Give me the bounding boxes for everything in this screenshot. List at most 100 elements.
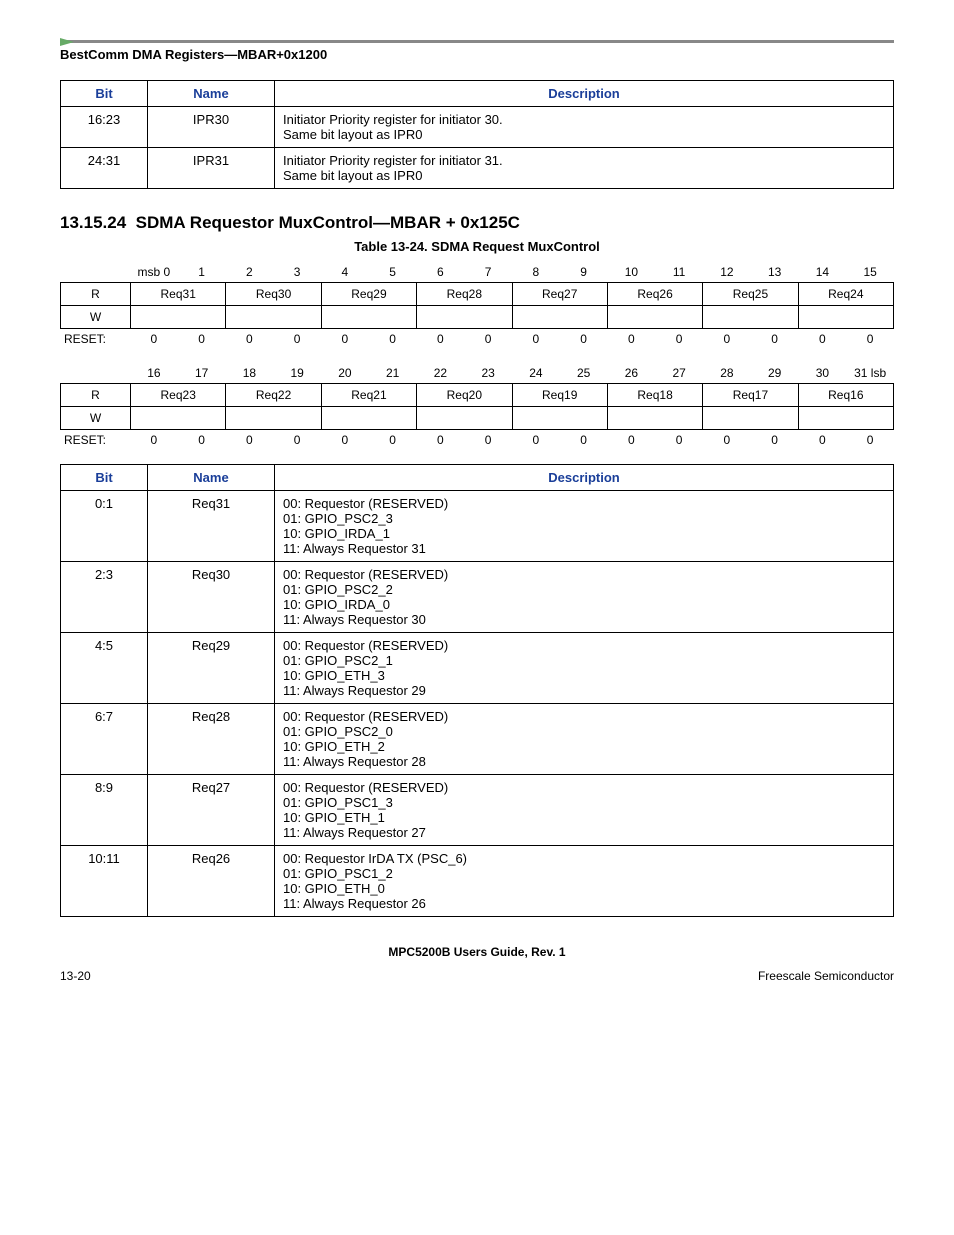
bit-number: 22: [417, 363, 465, 383]
cell-name: Req26: [148, 846, 275, 917]
field-cell: Req21: [322, 384, 417, 407]
desc-line: 00: Requestor (RESERVED): [283, 567, 885, 582]
field-cell-empty: [417, 407, 512, 430]
reset-label: RESET:: [60, 329, 130, 349]
cell-desc: 00: Requestor (RESERVED)01: GPIO_PSC2_01…: [275, 704, 894, 775]
header-accent: [60, 40, 894, 43]
table-row: 6:7Req2800: Requestor (RESERVED)01: GPIO…: [61, 704, 894, 775]
bit-number: 9: [560, 262, 608, 282]
field-cell: Req28: [417, 283, 512, 306]
cell-bit: 8:9: [61, 775, 148, 846]
field-cell: Req31: [131, 283, 226, 306]
reset-value: 0: [799, 430, 847, 450]
bit-number: 16: [130, 363, 178, 383]
reset-value: 0: [226, 430, 274, 450]
desc-line: 11: Always Requestor 28: [283, 754, 885, 769]
bit-number: 27: [655, 363, 703, 383]
bit-number: 19: [273, 363, 321, 383]
th-name: Name: [148, 465, 275, 491]
desc-line: 10: GPIO_ETH_2: [283, 739, 885, 754]
reset-value: 0: [512, 430, 560, 450]
field-cell-empty: [226, 306, 321, 329]
field-cell-empty: [703, 306, 798, 329]
reset-value: 0: [512, 329, 560, 349]
reset-value: 0: [751, 430, 799, 450]
bit-number: 12: [703, 262, 751, 282]
th-name: Name: [148, 81, 275, 107]
field-cell: Req27: [513, 283, 608, 306]
cell-desc: Initiator Priority register for initiato…: [275, 107, 894, 148]
reset-value: 0: [608, 430, 656, 450]
bit-number: 5: [369, 262, 417, 282]
cell-name: Req27: [148, 775, 275, 846]
bit-number: 24: [512, 363, 560, 383]
bit-number: 7: [464, 262, 512, 282]
desc-line: 00: Requestor (RESERVED): [283, 496, 885, 511]
cell-bit: 16:23: [61, 107, 148, 148]
desc-line: 11: Always Requestor 30: [283, 612, 885, 627]
desc-line: 11: Always Requestor 29: [283, 683, 885, 698]
cell-bit: 0:1: [61, 491, 148, 562]
bit-number: 15: [846, 262, 894, 282]
desc-line: 11: Always Requestor 31: [283, 541, 885, 556]
bit-number: 21: [369, 363, 417, 383]
desc-line: 10: GPIO_ETH_0: [283, 881, 885, 896]
reset-value: 0: [751, 329, 799, 349]
table-row: 10:11Req26 00: Requestor IrDA TX (PSC_6)0…: [61, 846, 894, 917]
cell-bit: 10:11: [61, 846, 148, 917]
field-cell: Req29: [322, 283, 417, 306]
field-cell-empty: [131, 306, 226, 329]
bit-number: 23: [464, 363, 512, 383]
cell-name: Req31: [148, 491, 275, 562]
bit-number: 3: [273, 262, 321, 282]
bit-number: 31 lsb: [846, 363, 894, 383]
field-cell: Req19: [513, 384, 608, 407]
desc-line: 00: Requestor (RESERVED): [283, 780, 885, 795]
table-caption: Table 13-24. SDMA Request MuxControl: [60, 239, 894, 254]
reset-value: 0: [417, 430, 465, 450]
desc-line: 01: GPIO_PSC1_2: [283, 866, 885, 881]
desc-line: 01: GPIO_PSC1_3: [283, 795, 885, 810]
cell-desc: 00: Requestor (RESERVED)01: GPIO_PSC2_11…: [275, 633, 894, 704]
desc-line: 01: GPIO_PSC2_3: [283, 511, 885, 526]
bit-number: msb 0: [130, 262, 178, 282]
desc-line: Same bit layout as IPR0: [283, 127, 885, 142]
field-cell: Req30: [226, 283, 321, 306]
reset-value: 0: [846, 329, 894, 349]
bit-number: 14: [799, 262, 847, 282]
cell-name: Req29: [148, 633, 275, 704]
desc-line: 10: GPIO_ETH_1: [283, 810, 885, 825]
reset-value: 0: [321, 430, 369, 450]
row-w: W: [61, 407, 131, 430]
field-cell: Req22: [226, 384, 321, 407]
cell-bit: 4:5: [61, 633, 148, 704]
table-row: 16:23IPR30Initiator Priority register fo…: [61, 107, 894, 148]
desc-line: 10: GPIO_IRDA_1: [283, 526, 885, 541]
reset-value: 0: [464, 430, 512, 450]
bit-number: 1: [178, 262, 226, 282]
reset-label: RESET:: [60, 430, 130, 450]
ipr-table: Bit Name Description 16:23IPR30Initiator…: [60, 80, 894, 189]
row-r: R: [61, 283, 131, 306]
field-cell: Req20: [417, 384, 512, 407]
reset-value: 0: [703, 329, 751, 349]
bit-number: 8: [512, 262, 560, 282]
cell-bit: 24:31: [61, 148, 148, 189]
page-header: BestComm DMA Registers—MBAR+0x1200: [60, 47, 894, 62]
cell-name: IPR31: [148, 148, 275, 189]
cell-bit: 6:7: [61, 704, 148, 775]
field-cell-empty: [322, 306, 417, 329]
cell-desc: Initiator Priority register for initiato…: [275, 148, 894, 189]
bit-number: 13: [751, 262, 799, 282]
desc-line: 00: Requestor IrDA TX (PSC_6): [283, 851, 885, 866]
desc-line: 01: GPIO_PSC2_0: [283, 724, 885, 739]
field-cell-empty: [513, 407, 608, 430]
field-cell: Req16: [799, 384, 894, 407]
footer-page: 13-20: [60, 969, 91, 983]
field-cell: Req25: [703, 283, 798, 306]
bit-number: 2: [226, 262, 274, 282]
field-cell: Req18: [608, 384, 703, 407]
desc-line: 10: GPIO_IRDA_0: [283, 597, 885, 612]
section-title: SDMA Requestor MuxControl—MBAR + 0x125C: [136, 213, 520, 232]
field-cell-empty: [417, 306, 512, 329]
